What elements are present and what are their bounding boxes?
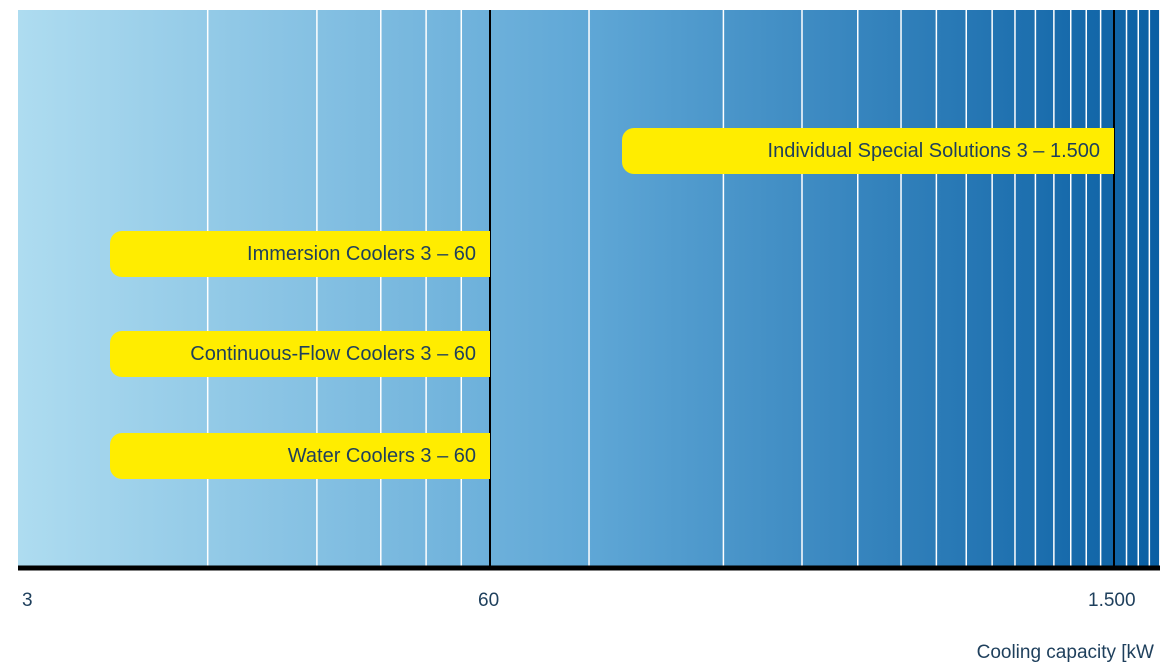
chart-plot-area: Individual Special Solutions 3 – 1.500 I…: [18, 10, 1160, 568]
bar-immersion-coolers: Immersion Coolers 3 – 60: [110, 231, 490, 277]
x-tick-label-1500: 1.500: [1088, 590, 1136, 611]
bar-individual-special-solutions: Individual Special Solutions 3 – 1.500: [622, 128, 1114, 174]
x-axis-title: Cooling capacity [kW: [976, 642, 1154, 663]
bar-continuous-flow-coolers: Continuous-Flow Coolers 3 – 60: [110, 331, 490, 377]
chart-background: [18, 10, 1160, 568]
x-tick-label-3: 3: [22, 590, 33, 611]
x-tick-label-60: 60: [478, 590, 500, 611]
bar-water-coolers: Water Coolers 3 – 60: [110, 433, 490, 479]
